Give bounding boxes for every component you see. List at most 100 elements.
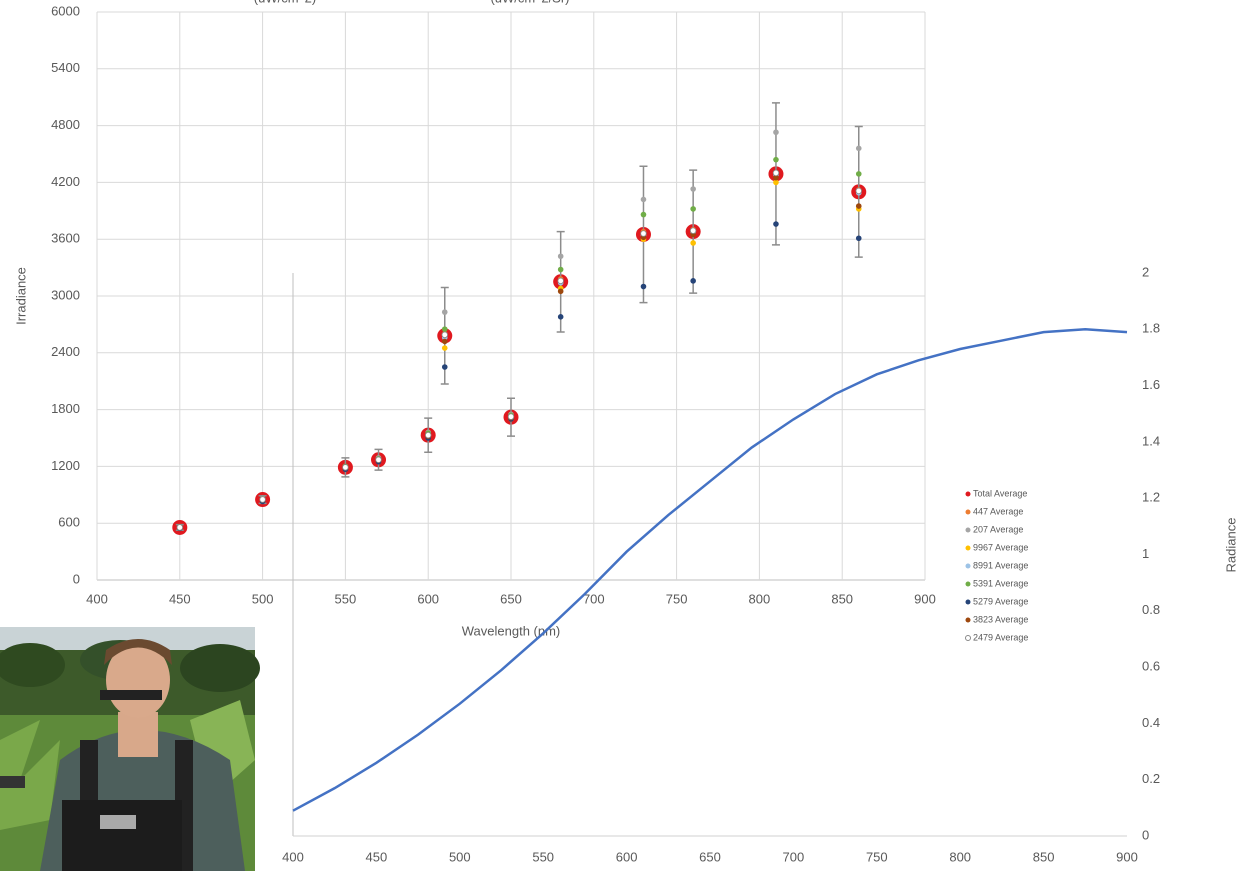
point <box>690 278 696 284</box>
y-axis-title: Radiance <box>1223 518 1238 573</box>
y-tick-label: 0.4 <box>1142 715 1160 730</box>
point <box>773 170 779 176</box>
point <box>856 203 862 209</box>
point <box>558 253 564 259</box>
point <box>558 314 564 320</box>
point <box>641 284 647 290</box>
legend-marker <box>966 492 971 497</box>
y-tick-label: 4800 <box>51 117 80 132</box>
x-tick-label: 500 <box>252 591 274 606</box>
point <box>442 309 448 315</box>
x-tick-label: 400 <box>86 591 108 606</box>
y-tick-label: 6000 <box>51 3 80 18</box>
point <box>856 235 862 241</box>
y-tick-label: 1 <box>1142 546 1149 561</box>
y-tick-label: 0.6 <box>1142 659 1160 674</box>
legend-label: 207 Average <box>973 524 1023 534</box>
point <box>856 171 862 177</box>
point <box>376 457 382 463</box>
x-tick-label: 900 <box>1116 849 1138 864</box>
x-tick-label: 550 <box>335 591 357 606</box>
y-tick-label: 1.2 <box>1142 490 1160 505</box>
point <box>690 206 696 212</box>
point <box>442 364 448 370</box>
legend-label: 8991 Average <box>973 560 1028 570</box>
x-tick-label: 900 <box>914 591 936 606</box>
x-tick-label: 600 <box>417 591 439 606</box>
x-tick-label: 600 <box>616 849 638 864</box>
annotation: (uW/cm^2) <box>254 0 316 5</box>
legend-marker <box>966 636 971 641</box>
y-tick-label: 1.4 <box>1142 433 1160 448</box>
x-tick-label: 850 <box>1033 849 1055 864</box>
y-tick-label: 3000 <box>51 287 80 302</box>
legend-label: 2479 Average <box>973 632 1028 642</box>
point <box>508 414 514 420</box>
point <box>260 497 266 503</box>
point <box>641 231 647 237</box>
y-tick-label: 1.6 <box>1142 377 1160 392</box>
y-axis-title: Irradiance <box>13 267 28 325</box>
legend-marker <box>966 546 971 551</box>
y-tick-label: 0 <box>73 571 80 586</box>
point <box>856 146 862 152</box>
point <box>641 197 647 203</box>
legend-marker <box>966 618 971 623</box>
x-tick-label: 650 <box>500 591 522 606</box>
point <box>442 339 448 345</box>
point <box>690 228 696 234</box>
legend-marker <box>966 600 971 605</box>
legend-label: Total Average <box>973 488 1027 498</box>
point <box>442 326 448 332</box>
y-tick-label: 0.2 <box>1142 771 1160 786</box>
y-tick-label: 1.8 <box>1142 321 1160 336</box>
point <box>558 288 564 294</box>
y-tick-label: 5400 <box>51 60 80 75</box>
x-tick-label: 700 <box>783 849 805 864</box>
x-tick-label: 750 <box>666 591 688 606</box>
point <box>343 465 349 471</box>
point <box>773 129 779 135</box>
x-tick-label: 450 <box>366 849 388 864</box>
point <box>442 332 448 338</box>
y-tick-label: 1200 <box>51 458 80 473</box>
point <box>425 432 431 438</box>
figure: 0600120018002400300036004200480054006000… <box>0 0 1253 871</box>
annotation: (uW/cm^2/Sr) <box>490 0 569 5</box>
legend-label: 447 Average <box>973 506 1023 516</box>
point <box>558 267 564 273</box>
legend-label: 5279 Average <box>973 596 1028 606</box>
y-tick-label: 0 <box>1142 827 1149 842</box>
legend-label: 9967 Average <box>973 542 1028 552</box>
point <box>690 240 696 246</box>
point <box>856 188 862 194</box>
y-tick-label: 3600 <box>51 231 80 246</box>
point <box>690 186 696 192</box>
y-tick-label: 600 <box>58 515 80 530</box>
x-tick-label: 450 <box>169 591 191 606</box>
irradiance-chart: 0 600 1200 1800 2400 3000 3600 4200 4800 5400 6000… <box>13 0 1028 642</box>
x-tick-label: 800 <box>949 849 971 864</box>
point <box>773 157 779 163</box>
y-tick-label: 1800 <box>51 401 80 416</box>
point <box>773 221 779 227</box>
y-tick-label: 2400 <box>51 344 80 359</box>
legend-marker <box>966 582 971 587</box>
legend-label: 5391 Average <box>973 578 1028 588</box>
y-tick-label: 4200 <box>51 174 80 189</box>
x-tick-label: 800 <box>749 591 771 606</box>
x-tick-label: 650 <box>699 849 721 864</box>
x-tick-label: 750 <box>866 849 888 864</box>
x-tick-label: 400 <box>282 849 304 864</box>
y-tick-label: 2 <box>1142 264 1149 279</box>
legend-marker <box>966 564 971 569</box>
point <box>641 212 647 218</box>
legend-marker <box>966 510 971 515</box>
legend-label: 3823 Average <box>973 614 1028 624</box>
point <box>558 278 564 284</box>
photo <box>0 627 260 871</box>
legend-marker <box>966 528 971 533</box>
x-tick-label: 850 <box>831 591 853 606</box>
x-tick-label: 500 <box>449 849 471 864</box>
